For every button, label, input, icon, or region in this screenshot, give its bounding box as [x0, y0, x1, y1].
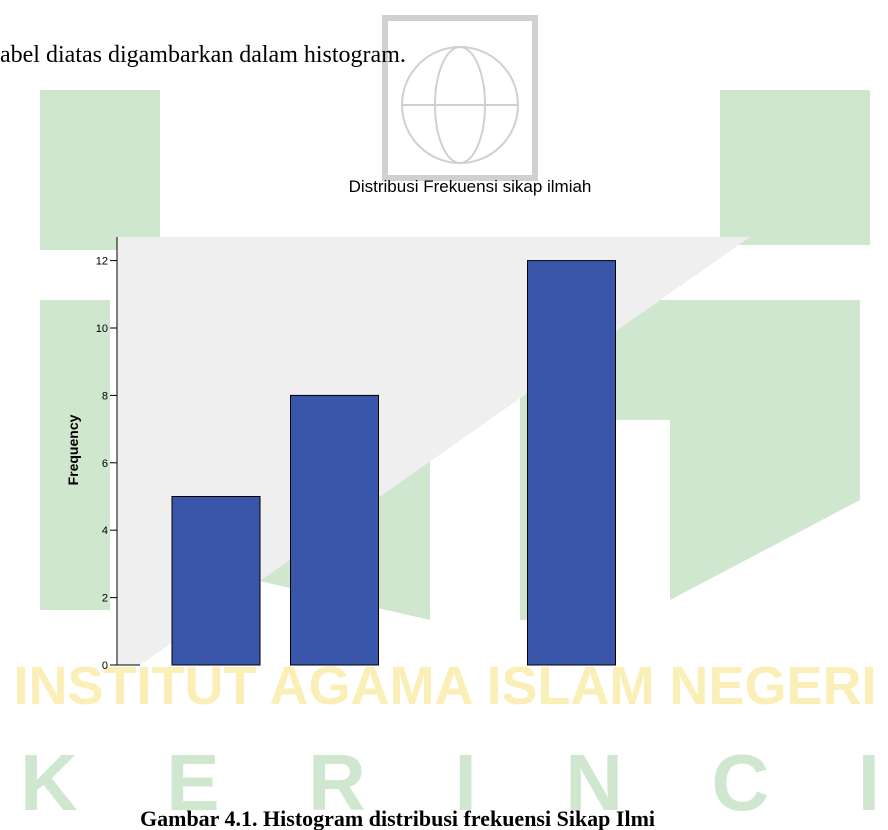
caption: Gambar 4.1. Histogram distribusi frekuen… [140, 806, 655, 830]
document: abel diatas digambarkan dalam histogram.… [0, 0, 888, 830]
chart-title: Distribusi Frekuensi sikap ilmiah [349, 177, 592, 196]
watermark-emblem [385, 18, 535, 178]
body-text: abel diatas digambarkan dalam histogram. [0, 42, 406, 68]
bar [528, 261, 616, 665]
y-tick-label: 2 [102, 593, 108, 605]
bar [172, 496, 260, 665]
y-tick-label: 4 [102, 525, 108, 537]
y-tick-label: 12 [96, 256, 108, 268]
page: {"text": "abel diatas digambarkan dalam … [0, 0, 888, 830]
y-tick-label: 8 [102, 390, 108, 402]
watermark-line1: INSTITUT AGAMA ISLAM NEGERI [14, 656, 877, 716]
y-tick-label: 10 [96, 323, 108, 335]
y-axis-label: Frequency [65, 414, 81, 485]
y-tick-label: 0 [102, 660, 108, 672]
y-tick-label: 6 [102, 458, 108, 470]
bar [291, 395, 379, 665]
